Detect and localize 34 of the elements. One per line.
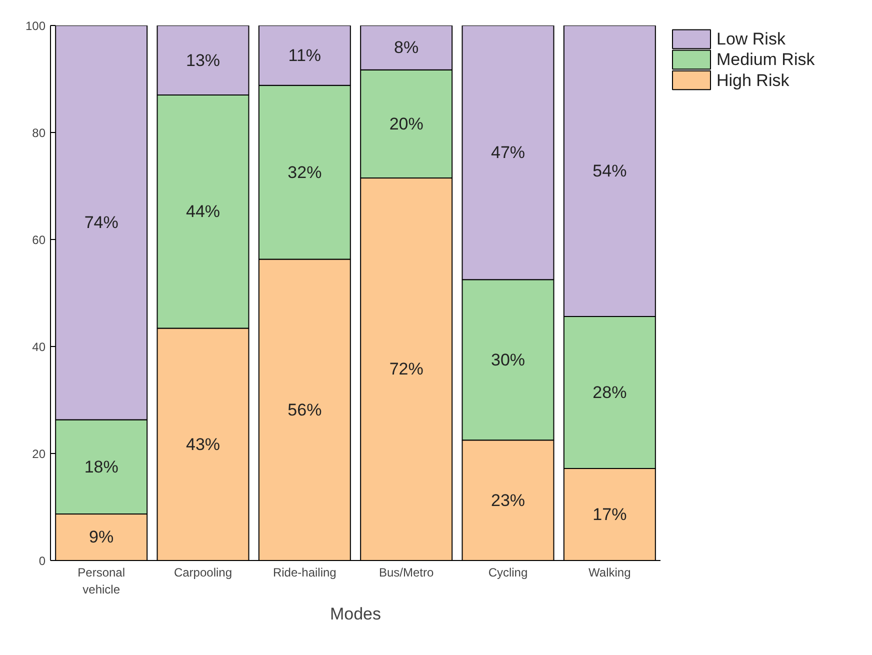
x-tick-label: Bus/Metro [378, 566, 434, 580]
data-label: 17% [592, 504, 627, 524]
data-label: 18% [84, 457, 118, 476]
y-tick-label: 0 [38, 554, 46, 568]
x-tick-label: Walking [588, 566, 631, 580]
data-label: 28% [592, 383, 627, 402]
y-tick-label: 20 [32, 447, 46, 461]
data-label: 72% [389, 360, 424, 379]
y-tick-label: 100 [25, 19, 46, 33]
data-label: 32% [288, 162, 322, 182]
data-label: 11% [288, 46, 322, 65]
y-tick-label: 40 [32, 340, 46, 354]
data-label: 43% [186, 434, 220, 454]
data-label: 74% [84, 213, 118, 232]
legend-label: Medium Risk [716, 50, 816, 70]
data-label: 13% [186, 50, 220, 70]
legend-label: Low Risk [716, 30, 786, 49]
data-label: 8% [394, 38, 419, 58]
data-label: 44% [186, 202, 220, 222]
x-axis-title: Modes [330, 604, 382, 624]
x-tick-label: Cycling [488, 566, 528, 580]
data-label: 23% [490, 490, 526, 510]
data-label: 47% [490, 143, 526, 162]
y-tick-label: 80 [32, 126, 46, 140]
x-tick-label: Ride-hailing [272, 566, 336, 580]
y-tick-label: 60 [32, 233, 46, 247]
data-label: 54% [592, 162, 627, 181]
x-tick-label: Personal vehicle [78, 566, 126, 596]
x-tick-label: Carpooling [174, 566, 232, 580]
data-label: 56% [288, 400, 322, 420]
data-label: 30% [490, 350, 526, 370]
data-label: 20% [389, 114, 424, 134]
data-label: 9% [89, 528, 114, 547]
legend-label: High Risk [716, 70, 790, 90]
